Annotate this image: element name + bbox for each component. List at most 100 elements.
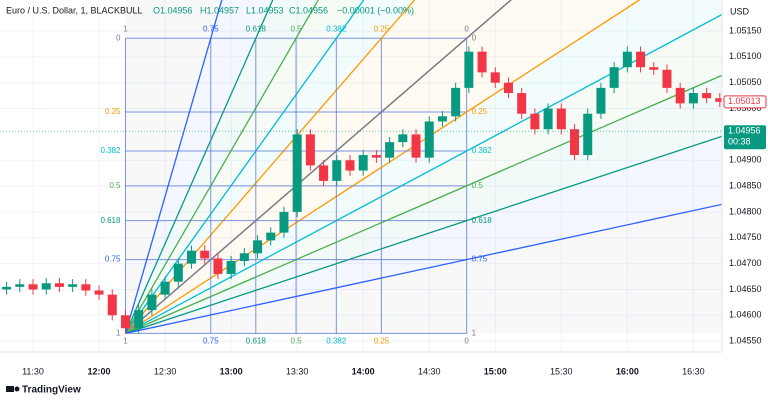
fan-label: 1	[116, 329, 121, 338]
candle-body	[543, 108, 553, 130]
candle-body	[464, 51, 474, 88]
fan-label: 0.25	[374, 337, 390, 346]
ohlc-close: C1.04956	[289, 5, 328, 15]
candle-body	[15, 284, 25, 287]
candle-body	[200, 250, 210, 259]
candle-body	[556, 108, 566, 130]
x-tick-label: 15:30	[550, 366, 573, 376]
candle-body	[398, 134, 408, 143]
candles	[2, 46, 722, 334]
candle-body	[715, 98, 722, 102]
fan-label: 0.75	[203, 337, 219, 346]
fan-label: 0.5	[291, 337, 303, 346]
fan-label: 0.75	[472, 255, 488, 264]
candle-body	[147, 294, 157, 311]
candle-body	[437, 116, 447, 122]
fan-label: 0	[464, 24, 469, 33]
candle-body	[477, 51, 487, 73]
candle-body	[94, 290, 104, 295]
candle-body	[319, 165, 329, 181]
candle-body	[279, 211, 289, 233]
candle-body	[570, 129, 580, 156]
candle-body	[622, 51, 632, 68]
x-tick-label: 14:30	[418, 366, 441, 376]
fan-label: 1	[472, 329, 477, 338]
candle-body	[636, 51, 646, 68]
y-tick-label: 1.04750	[729, 232, 762, 242]
fib-fan: 0 0000.25 0.250.250.250.382 0.3820.3820.382…	[100, 0, 722, 346]
ohlc-open: O1.04956	[153, 5, 193, 15]
fan-label: 0.25	[472, 107, 488, 116]
candle-body	[305, 134, 315, 166]
x-tick-label: 11:30	[22, 366, 44, 376]
x-tick-label: 13:30	[286, 366, 309, 376]
candle-body	[517, 93, 527, 114]
fan-label: 0.25	[374, 24, 390, 33]
fan-label: 0.25	[105, 107, 121, 116]
x-tick-label: 16:30	[682, 366, 705, 376]
candle-body	[266, 232, 276, 241]
y-tick-label: 1.04650	[729, 284, 762, 294]
ohlc-high: H1.04957	[200, 5, 239, 15]
candle-body	[120, 315, 130, 329]
candle-body	[358, 155, 368, 171]
x-tick-label: 13:00	[220, 366, 243, 376]
fan-label: 1	[123, 24, 128, 33]
currency: USD	[730, 6, 750, 16]
candle-body	[530, 113, 540, 130]
fan-label: 0.382	[326, 24, 347, 33]
y-tick-label: 1.04800	[729, 206, 762, 216]
price-tag	[724, 125, 766, 150]
fan-label: 0.618	[472, 216, 493, 225]
price-tag-timer: 00:38	[728, 137, 751, 147]
price-tag-label: 1.05013	[728, 96, 761, 106]
candle-body	[385, 142, 395, 158]
candle-body	[451, 87, 461, 117]
fan-label: 0.5	[109, 181, 121, 190]
candle-body	[292, 134, 302, 212]
fan-label: 0.75	[105, 255, 121, 264]
candle-body	[187, 250, 197, 264]
y-tick-label: 1.04700	[729, 258, 762, 268]
candle-body	[371, 155, 381, 158]
candle-body	[490, 72, 500, 83]
fan-label: 0.382	[100, 146, 121, 155]
candle-body	[81, 284, 91, 291]
candle-body	[702, 93, 712, 99]
candle-body	[226, 261, 236, 274]
candle-body	[239, 253, 249, 262]
y-tick-label: 1.05050	[729, 77, 762, 87]
candle-body	[2, 286, 12, 290]
fan-label: 0.382	[326, 337, 347, 346]
y-tick-label: 1.04900	[729, 155, 762, 165]
candle-body	[28, 284, 38, 290]
y-tick-label: 1.04550	[729, 336, 762, 346]
candle-body	[68, 284, 78, 287]
candle-body	[649, 67, 659, 70]
ohlc-change: −0.00001 (−0.00%)	[337, 5, 414, 15]
fan-label: 0.618	[246, 337, 267, 346]
fan-label: 0.75	[203, 24, 219, 33]
candle-body	[609, 67, 619, 88]
candle-body	[583, 113, 593, 156]
fan-label: 1	[123, 337, 128, 346]
x-tick-label: 12:00	[88, 366, 111, 376]
candle-body	[688, 93, 698, 104]
fan-label: 0.382	[472, 146, 493, 155]
candle-body	[160, 281, 170, 295]
fan-label: 0.5	[291, 24, 303, 33]
candle-body	[134, 310, 144, 329]
fan-label: 0.618	[100, 216, 121, 225]
ohlc-low: L1.04953	[246, 5, 284, 15]
y-tick-label: 1.05100	[729, 51, 762, 61]
logo	[6, 386, 20, 392]
candle-body	[253, 240, 263, 254]
x-tick-label: 14:00	[352, 366, 375, 376]
candle-body	[107, 294, 117, 316]
candle-body	[213, 258, 223, 274]
x-tick-label: 12:30	[154, 366, 177, 376]
fan-label: 0	[116, 33, 121, 42]
brand: TradingView	[22, 385, 81, 396]
candle-body	[411, 134, 421, 158]
candle-body	[424, 121, 434, 158]
